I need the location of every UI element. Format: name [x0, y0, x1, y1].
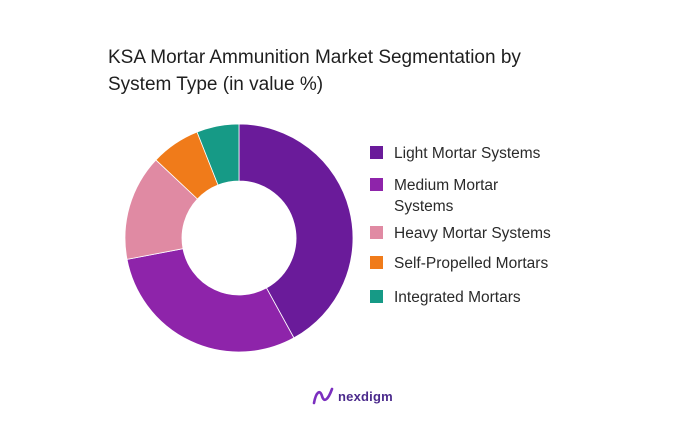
legend-item: Light Mortar Systems	[370, 143, 540, 164]
legend-label: Heavy Mortar Systems	[394, 225, 551, 242]
nexdigm-logo-icon	[312, 387, 334, 405]
legend-item: Self-Propelled Mortars	[370, 253, 548, 274]
legend-swatch	[370, 290, 383, 303]
legend-item: Heavy Mortar Systems	[370, 223, 551, 244]
brand-name: nexdigm	[338, 388, 393, 404]
chart-title: KSA Mortar Ammunition Market Segmentatio…	[108, 47, 521, 95]
legend-label: Self-Propelled Mortars	[394, 255, 549, 272]
donut-slice-medium-mortar-systems	[126, 248, 295, 353]
legend-swatch	[370, 256, 383, 269]
legend-item: Integrated Mortars	[370, 287, 521, 308]
legend-swatch	[370, 146, 383, 159]
legend-item: Medium Mortar Systems	[370, 175, 514, 217]
legend-label: Medium Mortar Systems	[394, 177, 499, 215]
donut-slice-light-mortar-systems	[238, 123, 354, 339]
legend-label: Integrated Mortars	[394, 289, 521, 306]
legend-swatch	[370, 178, 383, 191]
legend-label: Light Mortar Systems	[394, 145, 541, 162]
brand: nexdigm	[312, 386, 393, 406]
legend-swatch	[370, 226, 383, 239]
donut-slice-integrated-mortars	[196, 123, 240, 186]
